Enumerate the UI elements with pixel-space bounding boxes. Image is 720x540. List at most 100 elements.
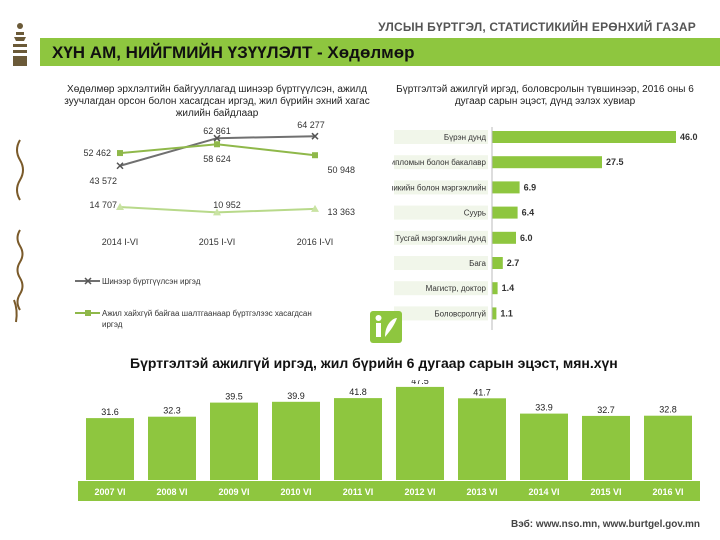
category-label-bg	[394, 230, 488, 245]
x-tick-label: 2014 VI	[528, 487, 559, 497]
data-label: 10 952	[213, 200, 241, 210]
legend-label-1: Ажил хайхгүй байгаа шалтгаанаар бүртгэлэ…	[102, 309, 312, 329]
x-tick-label: 2016 VI	[652, 487, 683, 497]
data-label: 43 572	[89, 176, 117, 186]
bar-0	[492, 131, 676, 143]
x-tick-label: 2015 I-VI	[199, 237, 236, 247]
agency-name: УЛСЫН БҮРТГЭЛ, СТАТИСТИКИЙН ЕРӨНХИЙ ГАЗА…	[378, 20, 696, 34]
page-title: ХҮН АМ, НИЙГМИЙН ҮЗҮҮЛЭЛТ - Хөдөлмөр	[52, 43, 415, 62]
bar-6	[492, 282, 498, 295]
category-label-bg	[394, 130, 488, 144]
bar-value-label: 47.5	[411, 380, 429, 386]
category-label-bg	[394, 205, 488, 220]
category-label-bg	[394, 281, 488, 296]
x-tick-label: 2010 VI	[280, 487, 311, 497]
legend-marker	[85, 310, 91, 316]
bar-4	[492, 231, 516, 244]
bar-value-label: 27.5	[606, 157, 624, 167]
x-tick-label: 2014 I-VI	[102, 237, 139, 247]
series-1-point-0	[117, 150, 123, 157]
bar-value-label: 6.9	[524, 182, 537, 192]
bar-0	[86, 418, 134, 480]
category-label-bg	[394, 155, 488, 170]
data-label: 64 277	[297, 120, 325, 130]
legend-label-0: Шинээр бүртгүүлсэн иргэд	[102, 277, 201, 286]
bar-value-label: 39.5	[225, 392, 243, 402]
bar-value-label: 31.6	[101, 407, 119, 417]
annual-bar-chart: 31.6 2007 VI 32.3 2008 VI 39.5 2009 VI 39.9 201…	[78, 380, 700, 501]
category-label: Суурь	[464, 209, 486, 218]
x-marker	[311, 132, 319, 140]
x-tick-label: 2013 VI	[466, 487, 497, 497]
bar-value-label: 1.4	[502, 283, 515, 293]
x-tick-label: 2012 VI	[404, 487, 435, 497]
series-0-point-2	[311, 132, 319, 140]
annual-chart-title: Бүртгэлтэй ажилгүй иргэд, жил бүрийн 6 д…	[130, 355, 618, 371]
series-2-point-0	[116, 202, 124, 210]
category-label: Бүрэн дунд	[444, 133, 487, 142]
bar-value-label: 32.8	[659, 405, 677, 415]
series-0-point-0	[116, 162, 124, 170]
bar-1	[492, 156, 602, 169]
series-1-point-1	[214, 141, 220, 148]
category-label: Боловсролгүй	[434, 309, 486, 318]
category-label: Дипломын болон бакалавр	[392, 158, 487, 167]
bar-value-label: 39.9	[287, 391, 305, 401]
category-label: Тусгай мэргэжлийн дунд	[395, 234, 486, 243]
x-tick-label: 2008 VI	[156, 487, 187, 497]
education-chart-title: Бүртгэлтэй ажилгүй иргэд, боловсролын тү…	[396, 84, 694, 107]
category-label-bg	[394, 180, 488, 195]
line-chart-title: Хөдөлмөр эрхлэлтийн байгууллагад шинээр …	[64, 84, 370, 119]
legend-label-1-line-1: Ажил хайхгүй байгаа шалтгаанаар бүртгэлэ…	[102, 309, 312, 318]
soyombo-icon	[13, 23, 27, 66]
bar-7	[492, 307, 497, 320]
data-label: 14 707	[89, 200, 117, 210]
line-chart: 43 572 62 861 64 277 52 462 58 624 50 948 14 7…	[75, 120, 355, 329]
bar-value-label: 33.9	[535, 403, 553, 413]
data-label: 62 861	[203, 126, 231, 136]
category-label: Магистр, доктор	[426, 284, 487, 293]
bar-value-label: 46.0	[680, 132, 698, 142]
category-label-bg	[394, 256, 488, 270]
bar-2	[492, 181, 520, 194]
x-marker	[116, 162, 124, 170]
category-label-bg	[394, 306, 488, 321]
bar-value-label: 6.4	[522, 208, 535, 218]
bar-5	[492, 257, 503, 269]
bar-value-label: 32.3	[163, 406, 181, 416]
bar-value-label: 6.0	[520, 233, 533, 243]
x-axis-band	[78, 481, 700, 501]
title-bar	[40, 38, 720, 66]
x-tick-label: 2015 VI	[590, 487, 621, 497]
series-1-point-2	[312, 152, 318, 159]
footer-links: Вэб: www.nso.mn, www.burtgel.gov.mn	[511, 519, 700, 530]
category-label: Техникийн болон мэргэжлийн	[392, 183, 486, 192]
data-label: 50 948	[327, 165, 355, 175]
bar-9	[644, 415, 692, 480]
series-2-point-1	[213, 208, 221, 216]
bar-5	[396, 386, 444, 480]
category-label: Бага	[469, 259, 486, 268]
bar-3	[272, 401, 320, 480]
emblem-strip	[13, 23, 27, 323]
x-marker	[213, 134, 221, 142]
mongol-script-ornament	[13, 139, 24, 323]
legend-marker	[84, 277, 92, 285]
legend-label-1-line-2: иргэд	[102, 320, 123, 329]
nso-logo	[369, 310, 403, 344]
bar-8	[582, 415, 630, 480]
data-label: 13 363	[327, 207, 355, 217]
bar-value-label: 32.7	[597, 405, 615, 415]
bar-7	[520, 413, 568, 480]
x-tick-label: 2007 VI	[94, 487, 125, 497]
education-bar-chart: Бүрэн дунд 46.0 Дипломын болон бакалавр 27.…	[392, 127, 698, 330]
series-2-point-2	[311, 204, 319, 212]
x-tick-label: 2011 VI	[343, 487, 374, 497]
bar-value-label: 2.7	[507, 258, 520, 268]
bar-3	[492, 206, 518, 219]
bar-6	[458, 398, 506, 480]
bar-1	[148, 416, 196, 480]
bar-value-label: 41.7	[473, 387, 491, 397]
bar-2	[210, 402, 258, 480]
bar-value-label: 1.1	[500, 308, 513, 318]
